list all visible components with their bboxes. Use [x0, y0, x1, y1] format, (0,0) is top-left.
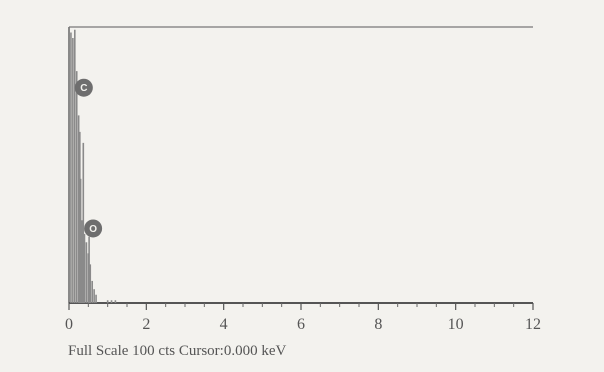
x-tick-label: 8: [374, 316, 382, 333]
peak-marker-label: C: [80, 83, 87, 94]
peak-marker-o: O: [84, 219, 103, 238]
x-tick-label: 10: [448, 316, 464, 333]
x-tick-label: 6: [297, 316, 305, 333]
x-tick-label: 2: [142, 316, 150, 333]
status-footer: Full Scale 100 cts Cursor:0.000 keV: [68, 343, 287, 359]
x-tick-label: 0: [65, 316, 73, 333]
peak-marker-circle: [84, 219, 103, 238]
peak-marker-circle: [74, 78, 93, 97]
peak-marker-c: C: [74, 78, 93, 97]
x-tick-label: 4: [220, 316, 228, 333]
peak-marker-label: O: [89, 224, 97, 235]
x-tick-label: 12: [525, 316, 541, 333]
